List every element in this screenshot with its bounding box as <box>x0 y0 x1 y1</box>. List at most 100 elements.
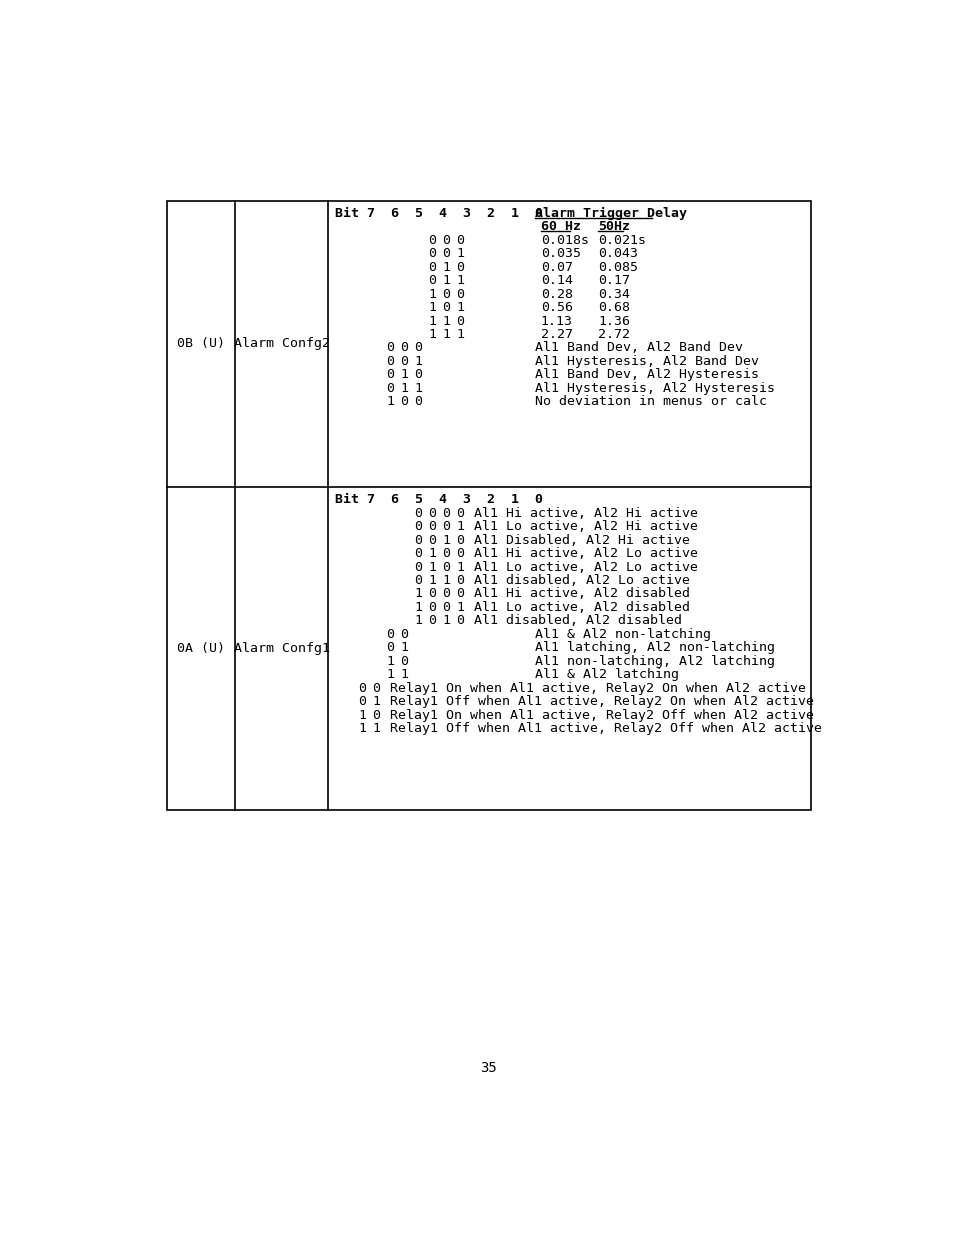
Text: Al1 Disabled, Al2 Hi active: Al1 Disabled, Al2 Hi active <box>474 534 689 547</box>
Text: 0: 0 <box>442 506 450 520</box>
Text: Relay1 Off when Al1 active, Relay2 Off when Al2 active: Relay1 Off when Al1 active, Relay2 Off w… <box>390 722 821 735</box>
Text: 0: 0 <box>386 627 395 641</box>
Text: 0A (U): 0A (U) <box>177 642 225 656</box>
Text: 0: 0 <box>442 247 450 261</box>
Text: 0.56: 0.56 <box>540 301 572 314</box>
Text: 1: 1 <box>442 615 450 627</box>
Text: Al1 Hysteresis, Al2 Band Dev: Al1 Hysteresis, Al2 Band Dev <box>534 354 758 368</box>
Text: No deviation in menus or calc: No deviation in menus or calc <box>534 395 766 409</box>
Text: 1: 1 <box>456 329 464 341</box>
Text: 1: 1 <box>414 382 422 395</box>
Text: 0.021s: 0.021s <box>598 233 645 247</box>
Text: 1: 1 <box>456 561 464 573</box>
Text: 0: 0 <box>442 561 450 573</box>
Text: 1.36: 1.36 <box>598 315 630 327</box>
Text: 0: 0 <box>400 341 408 354</box>
Text: 1: 1 <box>428 329 436 341</box>
Text: 1: 1 <box>456 274 464 287</box>
Text: 0: 0 <box>414 561 422 573</box>
Text: 0: 0 <box>400 627 408 641</box>
Text: 1: 1 <box>373 695 380 709</box>
Text: Al1 Hi active, Al2 Hi active: Al1 Hi active, Al2 Hi active <box>474 506 698 520</box>
Text: 2.27: 2.27 <box>540 329 572 341</box>
Text: Alarm Confg2: Alarm Confg2 <box>233 337 330 351</box>
Text: Relay1 Off when Al1 active, Relay2 On when Al2 active: Relay1 Off when Al1 active, Relay2 On wh… <box>390 695 814 709</box>
Text: 0: 0 <box>373 682 380 695</box>
Text: 1: 1 <box>428 288 436 300</box>
Text: 0: 0 <box>456 615 464 627</box>
Text: 1: 1 <box>373 722 380 735</box>
Text: 0: 0 <box>400 395 408 409</box>
Text: 1: 1 <box>400 382 408 395</box>
Text: 1: 1 <box>428 301 436 314</box>
Text: Al1 Hysteresis, Al2 Hysteresis: Al1 Hysteresis, Al2 Hysteresis <box>534 382 774 395</box>
Text: 0: 0 <box>414 395 422 409</box>
Text: Al1 Lo active, Al2 disabled: Al1 Lo active, Al2 disabled <box>474 601 689 614</box>
Text: 1: 1 <box>400 668 408 682</box>
Text: 1: 1 <box>358 709 366 721</box>
Text: 0: 0 <box>428 588 436 600</box>
Text: Relay1 On when Al1 active, Relay2 On when Al2 active: Relay1 On when Al1 active, Relay2 On whe… <box>390 682 805 695</box>
Text: 0: 0 <box>456 547 464 559</box>
Text: Al1 & Al2 non-latching: Al1 & Al2 non-latching <box>534 627 710 641</box>
Text: 2.72: 2.72 <box>598 329 630 341</box>
Text: 0: 0 <box>456 534 464 547</box>
Text: 0: 0 <box>414 520 422 534</box>
Text: 1: 1 <box>414 588 422 600</box>
Text: 1: 1 <box>428 561 436 573</box>
Text: 1: 1 <box>386 395 395 409</box>
Text: 0: 0 <box>414 341 422 354</box>
Text: Bit 7  6  5  4  3  2  1  0: Bit 7 6 5 4 3 2 1 0 <box>335 493 542 506</box>
Text: Al1 latching, Al2 non-latching: Al1 latching, Al2 non-latching <box>534 641 774 655</box>
Text: 0: 0 <box>428 506 436 520</box>
Text: 1: 1 <box>456 601 464 614</box>
Text: 1: 1 <box>414 601 422 614</box>
Text: 1: 1 <box>428 547 436 559</box>
Text: 0: 0 <box>456 588 464 600</box>
Text: 0: 0 <box>386 341 395 354</box>
Text: 0: 0 <box>386 382 395 395</box>
Text: 0: 0 <box>428 534 436 547</box>
Text: 0: 0 <box>428 615 436 627</box>
Text: 0: 0 <box>414 574 422 587</box>
Text: Al1 Lo active, Al2 Lo active: Al1 Lo active, Al2 Lo active <box>474 561 698 573</box>
Text: Al1 Lo active, Al2 Hi active: Al1 Lo active, Al2 Hi active <box>474 520 698 534</box>
Text: 0: 0 <box>358 682 366 695</box>
Text: 0: 0 <box>442 233 450 247</box>
Text: 0: 0 <box>386 368 395 382</box>
Text: Al1 Band Dev, Al2 Hysteresis: Al1 Band Dev, Al2 Hysteresis <box>534 368 758 382</box>
Text: Al1 Hi active, Al2 Lo active: Al1 Hi active, Al2 Lo active <box>474 547 698 559</box>
Text: 0: 0 <box>456 574 464 587</box>
Text: 1: 1 <box>386 655 395 668</box>
Text: Al1 Band Dev, Al2 Band Dev: Al1 Band Dev, Al2 Band Dev <box>534 341 741 354</box>
Text: 0.018s: 0.018s <box>540 233 588 247</box>
Text: 0.035: 0.035 <box>540 247 580 261</box>
Text: Bit 7  6  5  4  3  2  1  0: Bit 7 6 5 4 3 2 1 0 <box>335 206 542 220</box>
Text: Alarm Trigger Delay: Alarm Trigger Delay <box>534 206 686 220</box>
Text: 0: 0 <box>428 520 436 534</box>
Text: 0: 0 <box>428 233 436 247</box>
Text: Al1 disabled, Al2 Lo active: Al1 disabled, Al2 Lo active <box>474 574 689 587</box>
Text: 0: 0 <box>428 274 436 287</box>
Text: 0: 0 <box>386 641 395 655</box>
Text: 0.17: 0.17 <box>598 274 630 287</box>
Text: 1: 1 <box>456 520 464 534</box>
Text: 0: 0 <box>428 601 436 614</box>
Text: 0: 0 <box>456 506 464 520</box>
Text: Al1 disabled, Al2 disabled: Al1 disabled, Al2 disabled <box>474 615 681 627</box>
Text: 0: 0 <box>442 588 450 600</box>
Text: 0: 0 <box>442 520 450 534</box>
Text: Al1 Hi active, Al2 disabled: Al1 Hi active, Al2 disabled <box>474 588 689 600</box>
Text: Relay1 On when Al1 active, Relay2 Off when Al2 active: Relay1 On when Al1 active, Relay2 Off wh… <box>390 709 814 721</box>
Text: 0: 0 <box>414 547 422 559</box>
Text: 1: 1 <box>428 315 436 327</box>
Text: 1: 1 <box>386 668 395 682</box>
Text: 0: 0 <box>414 534 422 547</box>
Text: 0: 0 <box>442 547 450 559</box>
Text: 0.28: 0.28 <box>540 288 572 300</box>
Text: 0: 0 <box>442 301 450 314</box>
Text: 1: 1 <box>442 315 450 327</box>
Text: 1: 1 <box>358 722 366 735</box>
Text: 0: 0 <box>456 233 464 247</box>
Text: 0: 0 <box>442 601 450 614</box>
